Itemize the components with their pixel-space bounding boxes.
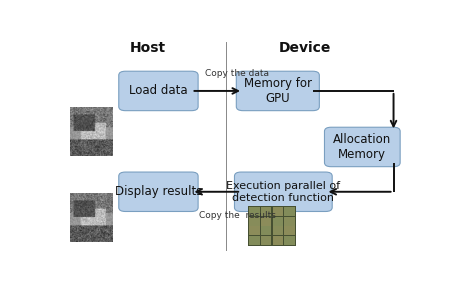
FancyBboxPatch shape	[237, 71, 319, 111]
Text: Load data: Load data	[129, 84, 188, 97]
FancyBboxPatch shape	[325, 127, 400, 167]
FancyBboxPatch shape	[119, 71, 198, 111]
Text: Allocation
Memory: Allocation Memory	[333, 133, 392, 161]
FancyBboxPatch shape	[235, 172, 332, 212]
FancyBboxPatch shape	[119, 172, 198, 212]
Text: Device: Device	[279, 41, 331, 55]
Text: Copy the  results: Copy the results	[199, 211, 276, 220]
Text: Execution parallel of
detection function: Execution parallel of detection function	[226, 181, 340, 203]
Text: Display results: Display results	[115, 185, 202, 198]
Text: Copy the data: Copy the data	[205, 68, 269, 77]
Text: Host: Host	[129, 41, 165, 55]
Text: Memory for
GPU: Memory for GPU	[244, 77, 312, 105]
